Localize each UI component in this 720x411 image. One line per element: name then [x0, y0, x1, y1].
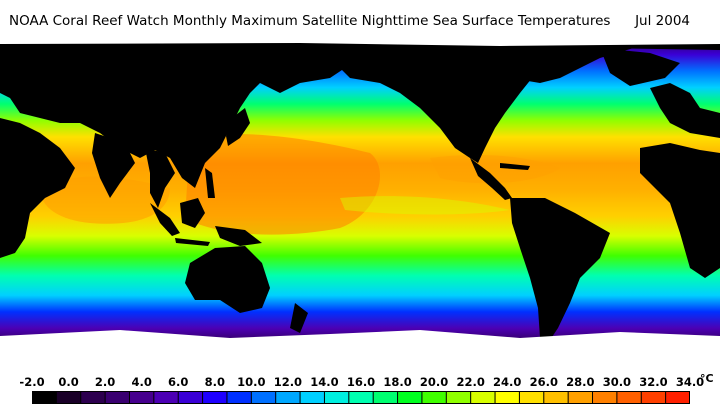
arctic-ice — [0, 38, 720, 46]
color-bar-segment — [324, 391, 350, 404]
scale-tick-label: 30.0 — [602, 375, 632, 389]
color-bar-segment — [665, 391, 690, 404]
color-bar-segment — [105, 391, 131, 404]
color-bar — [32, 391, 690, 404]
scale-tick-label: -2.0 — [19, 375, 45, 389]
new-guinea — [215, 226, 262, 246]
india — [92, 133, 135, 198]
scale-tick-label: 16.0 — [346, 375, 376, 389]
color-bar-segment — [348, 391, 374, 404]
scale-tick-label: 12.0 — [273, 375, 303, 389]
color-bar-segment — [32, 391, 57, 404]
southeast-asia — [145, 148, 175, 208]
arabia-africa-east — [0, 118, 75, 258]
color-bar-segment — [129, 391, 155, 404]
cold-tongue — [340, 196, 510, 215]
color-bar-segment — [543, 391, 569, 404]
color-bar-segment — [421, 391, 447, 404]
uk-europe — [650, 83, 720, 138]
color-bar-segment — [592, 391, 618, 404]
map-date: Jul 2004 — [635, 13, 690, 29]
map-title: NOAA Coral Reef Watch Monthly Maximum Sa… — [9, 13, 611, 29]
color-bar-segment — [202, 391, 228, 404]
scale-tick-label: 20.0 — [419, 375, 449, 389]
color-bar-segment — [397, 391, 423, 404]
color-bar-segment — [300, 391, 326, 404]
scale-tick-label: 34.0 — [675, 375, 705, 389]
color-bar-segment — [446, 391, 472, 404]
south-america — [510, 198, 610, 343]
warm-central-america — [430, 155, 560, 184]
scale-tick-label: 28.0 — [566, 375, 595, 389]
color-bar-segment — [519, 391, 545, 404]
scale-tick-label: 0.0 — [58, 375, 79, 389]
borneo — [180, 198, 205, 228]
eurasia — [0, 38, 720, 188]
warm-pool-west-pacific — [185, 133, 380, 235]
scale-tick-label: 32.0 — [639, 375, 668, 389]
color-bar-segment — [470, 391, 496, 404]
greenland — [600, 48, 680, 86]
central-america — [470, 158, 512, 200]
scale-tick-label: 24.0 — [493, 375, 522, 389]
japan — [226, 108, 250, 146]
color-bar-segment — [568, 391, 594, 404]
africa-west — [640, 143, 720, 278]
scale-tick-label: 4.0 — [131, 375, 152, 389]
scale-tick-label: 22.0 — [456, 375, 485, 389]
australia — [185, 246, 270, 313]
scale-tick-label: 10.0 — [237, 375, 266, 389]
color-bar-segment — [641, 391, 667, 404]
scale-tick-label: 26.0 — [529, 375, 558, 389]
scale-tick-label: 6.0 — [168, 375, 189, 389]
color-bar-segment — [616, 391, 642, 404]
philippines — [205, 168, 215, 198]
color-bar-segment — [251, 391, 277, 404]
color-bar-segment — [80, 391, 106, 404]
scale-tick-label: 2.0 — [94, 375, 116, 389]
scale-tick-label: 18.0 — [383, 375, 412, 389]
color-scale: -2.0 0.0 2.0 4.0 6.0 8.0 10.0 12.0 14.0 16.0 18.0 2… — [0, 372, 720, 411]
color-bar-segment — [495, 391, 521, 404]
cuba — [500, 163, 530, 170]
color-bar-segment — [226, 391, 252, 404]
sumatra — [150, 203, 180, 236]
sst-map — [0, 38, 720, 368]
scale-unit: °C — [700, 372, 714, 385]
scale-tick-label: 14.0 — [310, 375, 339, 389]
color-bar-segment — [178, 391, 204, 404]
warm-indian-ocean — [40, 176, 170, 224]
antarctic-ice — [0, 330, 720, 368]
java — [175, 238, 210, 246]
color-bar-segment — [275, 391, 301, 404]
color-bar-segment — [373, 391, 399, 404]
color-bar-border — [32, 391, 690, 404]
color-bar-segment — [153, 391, 179, 404]
header: NOAA Coral Reef Watch Monthly Maximum Sa… — [0, 0, 720, 38]
color-bar-segment — [56, 391, 82, 404]
north-america — [300, 38, 720, 163]
scale-tick-label: 8.0 — [204, 375, 225, 389]
new-zealand — [290, 303, 308, 333]
sea-ice — [0, 38, 720, 368]
